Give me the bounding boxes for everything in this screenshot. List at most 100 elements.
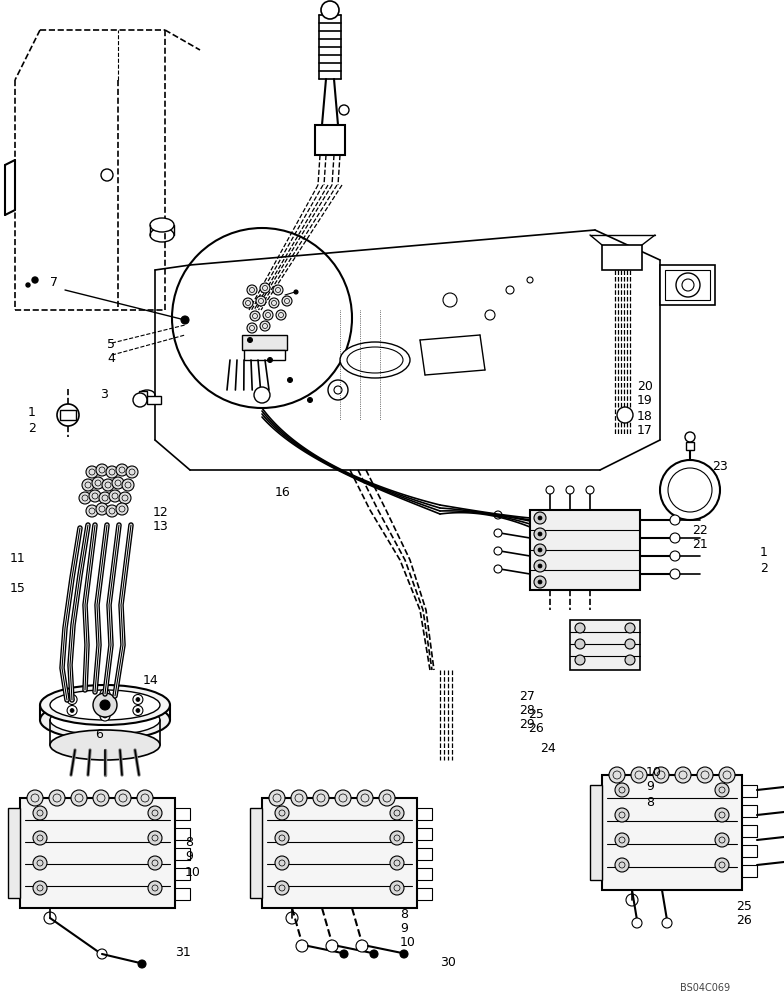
Bar — [417, 808, 432, 820]
Circle shape — [670, 515, 680, 525]
Circle shape — [106, 505, 118, 517]
Circle shape — [390, 831, 404, 845]
Text: 22: 22 — [692, 524, 708, 536]
Bar — [417, 868, 432, 880]
Circle shape — [89, 490, 101, 502]
Circle shape — [256, 296, 266, 306]
Circle shape — [615, 858, 629, 872]
Text: 29: 29 — [519, 718, 535, 732]
Text: 8: 8 — [646, 796, 654, 808]
Circle shape — [307, 397, 313, 402]
Circle shape — [356, 940, 368, 952]
Circle shape — [100, 689, 110, 699]
Text: 10: 10 — [185, 865, 201, 879]
Circle shape — [260, 283, 270, 293]
Text: 24: 24 — [540, 742, 556, 754]
Circle shape — [670, 569, 680, 579]
Circle shape — [33, 806, 47, 820]
Circle shape — [534, 560, 546, 572]
Circle shape — [340, 950, 348, 958]
Text: 2: 2 — [760, 562, 768, 574]
Circle shape — [538, 516, 542, 520]
Circle shape — [96, 464, 108, 476]
Bar — [602, 245, 642, 270]
Bar — [175, 868, 190, 880]
Text: 1: 1 — [760, 546, 768, 560]
Circle shape — [248, 338, 252, 342]
Ellipse shape — [50, 705, 160, 735]
Bar — [742, 845, 757, 857]
Circle shape — [138, 960, 146, 968]
Circle shape — [148, 881, 162, 895]
Circle shape — [296, 940, 308, 952]
Text: 10: 10 — [400, 936, 416, 948]
Text: 6: 6 — [95, 728, 103, 742]
Circle shape — [546, 486, 554, 494]
Circle shape — [148, 806, 162, 820]
Circle shape — [269, 790, 285, 806]
Circle shape — [625, 639, 635, 649]
Circle shape — [136, 698, 140, 702]
Circle shape — [275, 881, 289, 895]
Bar — [175, 888, 190, 900]
Bar — [742, 785, 757, 797]
Circle shape — [670, 533, 680, 543]
Bar — [742, 865, 757, 877]
Circle shape — [116, 464, 128, 476]
Circle shape — [357, 790, 373, 806]
Circle shape — [181, 316, 189, 324]
Text: 9: 9 — [646, 780, 654, 794]
Circle shape — [267, 358, 273, 362]
Bar — [602, 775, 742, 890]
Text: 25: 25 — [528, 708, 544, 720]
Text: 1: 1 — [28, 406, 36, 420]
Text: 18: 18 — [637, 410, 653, 422]
Text: 10: 10 — [646, 766, 662, 778]
Bar — [262, 798, 417, 908]
Text: 14: 14 — [143, 674, 158, 686]
Circle shape — [662, 918, 672, 928]
Circle shape — [538, 548, 542, 552]
Circle shape — [119, 492, 131, 504]
Bar — [315, 125, 345, 155]
Text: 12: 12 — [153, 506, 169, 518]
Bar — [242, 335, 287, 350]
Circle shape — [538, 532, 542, 536]
Circle shape — [103, 714, 107, 718]
Bar — [147, 396, 161, 404]
Circle shape — [534, 512, 546, 524]
Circle shape — [326, 940, 338, 952]
Circle shape — [97, 949, 107, 959]
Bar — [250, 808, 262, 898]
Circle shape — [685, 432, 695, 442]
Circle shape — [675, 767, 691, 783]
Circle shape — [339, 105, 349, 115]
Bar — [175, 808, 190, 820]
Circle shape — [93, 790, 109, 806]
Circle shape — [294, 290, 298, 294]
Circle shape — [335, 790, 351, 806]
Bar — [60, 410, 76, 420]
Circle shape — [625, 623, 635, 633]
Bar — [660, 265, 715, 305]
Circle shape — [379, 790, 395, 806]
Circle shape — [575, 623, 585, 633]
Circle shape — [79, 492, 91, 504]
Circle shape — [286, 912, 298, 924]
Circle shape — [586, 486, 594, 494]
Text: 19: 19 — [637, 394, 653, 408]
Circle shape — [126, 466, 138, 478]
Circle shape — [670, 551, 680, 561]
Circle shape — [49, 790, 65, 806]
Circle shape — [254, 387, 270, 403]
Bar — [590, 785, 602, 880]
Circle shape — [494, 547, 502, 555]
Circle shape — [99, 492, 111, 504]
Bar — [175, 848, 190, 860]
Bar — [417, 848, 432, 860]
Text: 21: 21 — [692, 538, 708, 552]
Circle shape — [313, 790, 329, 806]
Circle shape — [282, 296, 292, 306]
Text: 28: 28 — [519, 704, 535, 718]
Text: 9: 9 — [185, 850, 193, 863]
